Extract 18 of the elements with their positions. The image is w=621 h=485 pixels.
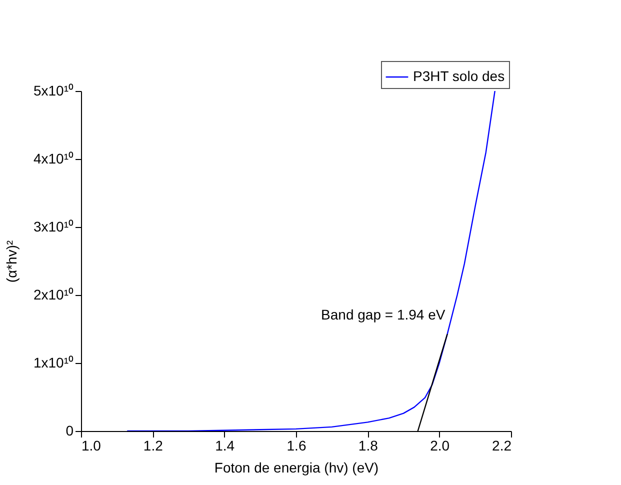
y-axis-title: (α*hv)² [3, 240, 20, 283]
y-tick-label: 3x10¹⁰ [33, 218, 74, 234]
x-axis-title: Foton de energia (hv) (eV) [214, 460, 379, 476]
x-tick-label: 1.6 [286, 438, 306, 454]
x-tick-label: 1.4 [215, 438, 235, 454]
y-tick-label: 1x10¹⁰ [33, 354, 74, 370]
x-tick-label: 1.8 [358, 438, 378, 454]
line-series [126, 91, 496, 431]
x-tick-label: 1.0 [82, 438, 102, 454]
x-tick-label: 2.0 [430, 438, 450, 454]
x-tick-label: 2.2 [492, 438, 512, 454]
x-tick-label: 1.2 [143, 438, 164, 454]
y-tick-label: 5x10¹⁰ [33, 82, 74, 98]
annotation: Band gap = 1.94 eV [321, 306, 446, 322]
y-tick-label: 4x10¹⁰ [33, 150, 74, 166]
y-tick-label: 2x10¹⁰ [33, 286, 74, 302]
y-tick-label: 0 [66, 422, 74, 438]
legend-label: P3HT solo des [413, 68, 505, 84]
